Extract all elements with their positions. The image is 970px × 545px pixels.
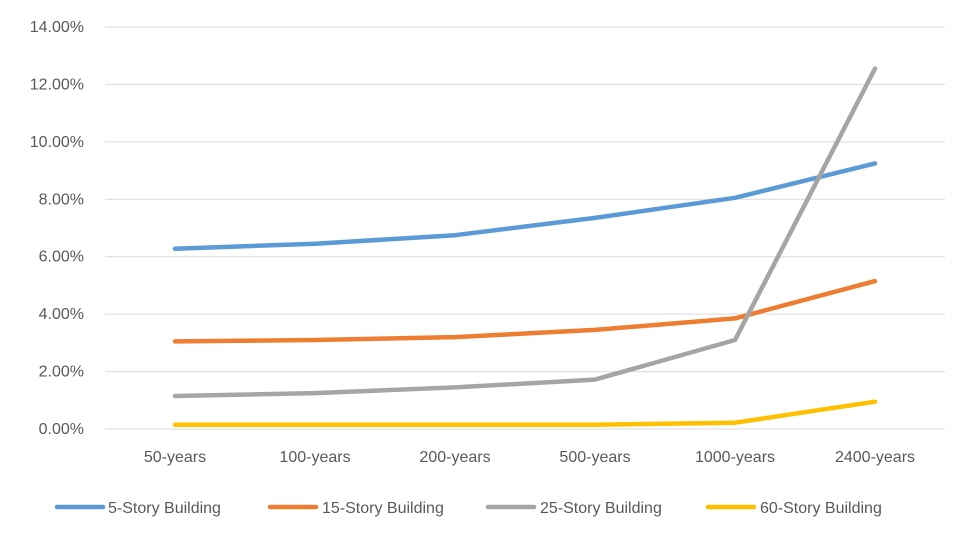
- y-tick-label: 14.00%: [30, 19, 84, 36]
- x-tick-label: 50-years: [144, 449, 206, 466]
- legend-item: 5-Story Building: [54, 500, 221, 517]
- y-tick-label: 10.00%: [30, 134, 84, 151]
- y-tick-label: 2.00%: [39, 364, 84, 381]
- legend-item: 60-Story Building: [705, 500, 882, 517]
- y-axis-tick-labels: 0.00% 2.00% 4.00% 6.00% 8.00% 10.00% 12.00% 14.…: [30, 19, 84, 438]
- series-line: [172, 66, 878, 399]
- series-2: [172, 66, 878, 399]
- legend-item: 15-Story Building: [267, 500, 444, 517]
- x-tick-label: 1000-years: [695, 449, 775, 466]
- y-tick-label: 12.00%: [30, 76, 84, 93]
- y-tick-label: 0.00%: [39, 421, 84, 438]
- series-1: [172, 278, 878, 344]
- y-tick-label: 8.00%: [39, 191, 84, 208]
- y-tick-label: 4.00%: [39, 306, 84, 323]
- x-tick-label: 500-years: [559, 449, 630, 466]
- legend-label: 60-Story Building: [760, 500, 882, 517]
- series-line: [172, 278, 878, 344]
- x-axis-tick-labels: 50-years 100-years 200-years 500-years 1000-…: [144, 449, 915, 466]
- legend: 5-Story Building 15-Story Building 25-Stor…: [54, 500, 882, 517]
- series-lines: [172, 66, 878, 427]
- series-0: [172, 161, 878, 251]
- legend-label: 15-Story Building: [322, 500, 444, 517]
- y-tick-label: 6.00%: [39, 249, 84, 266]
- gridlines: [105, 26, 945, 430]
- x-tick-label: 2400-years: [835, 449, 915, 466]
- series-line: [172, 399, 878, 427]
- legend-label: 5-Story Building: [108, 500, 221, 517]
- series-3: [172, 399, 878, 427]
- legend-label: 25-Story Building: [540, 500, 662, 517]
- x-tick-label: 200-years: [419, 449, 490, 466]
- series-line: [172, 161, 878, 251]
- x-tick-label: 100-years: [279, 449, 350, 466]
- legend-item: 25-Story Building: [485, 500, 662, 517]
